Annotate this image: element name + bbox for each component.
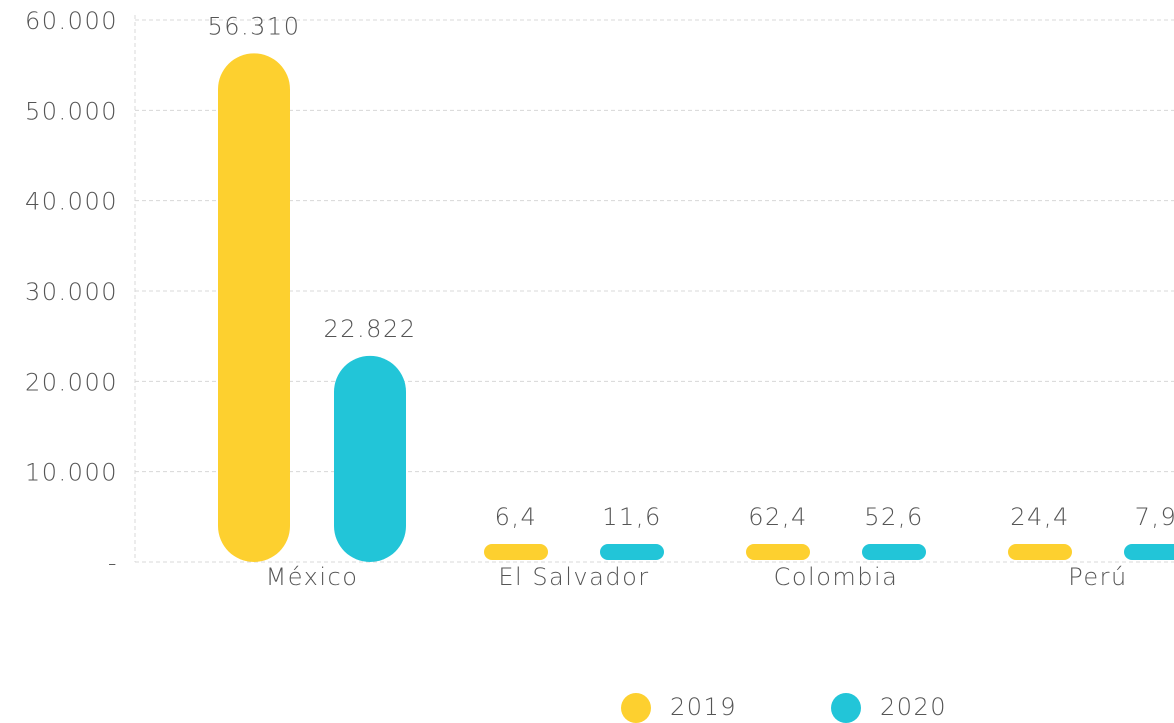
x-tick-label: El Salvador [498, 563, 649, 591]
bar [334, 355, 406, 562]
y-tick-label: 40.000 [25, 188, 118, 216]
legend-label: 2019 [670, 693, 737, 721]
bar [746, 544, 810, 560]
data-label: 24,4 [1010, 503, 1069, 531]
legend-marker [621, 693, 651, 723]
y-tick-label: 60.000 [25, 7, 118, 35]
x-tick-label: México [266, 563, 359, 591]
bar [862, 544, 926, 560]
data-label: 56.310 [208, 12, 301, 40]
data-label: 22.822 [324, 315, 417, 343]
bar [218, 53, 290, 562]
bar [600, 544, 664, 560]
bar [1124, 544, 1174, 560]
data-label: 11,6 [602, 503, 661, 531]
x-tick-label: Colombia [774, 563, 899, 591]
y-tick-label: 50.000 [25, 97, 118, 125]
bar [1008, 544, 1072, 560]
data-label: 6,4 [495, 503, 538, 531]
x-tick-label: Perú [1068, 563, 1127, 591]
y-tick-label: - [108, 549, 118, 577]
y-tick-label: 30.000 [25, 278, 118, 306]
data-label: 52,6 [864, 503, 923, 531]
y-tick-label: 20.000 [25, 368, 118, 396]
bar [484, 544, 548, 560]
legend-label: 2020 [880, 693, 947, 721]
y-tick-label: 10.000 [25, 459, 118, 487]
legend-marker [831, 693, 861, 723]
data-label: 7,9 [1135, 503, 1174, 531]
data-label: 62,4 [748, 503, 807, 531]
